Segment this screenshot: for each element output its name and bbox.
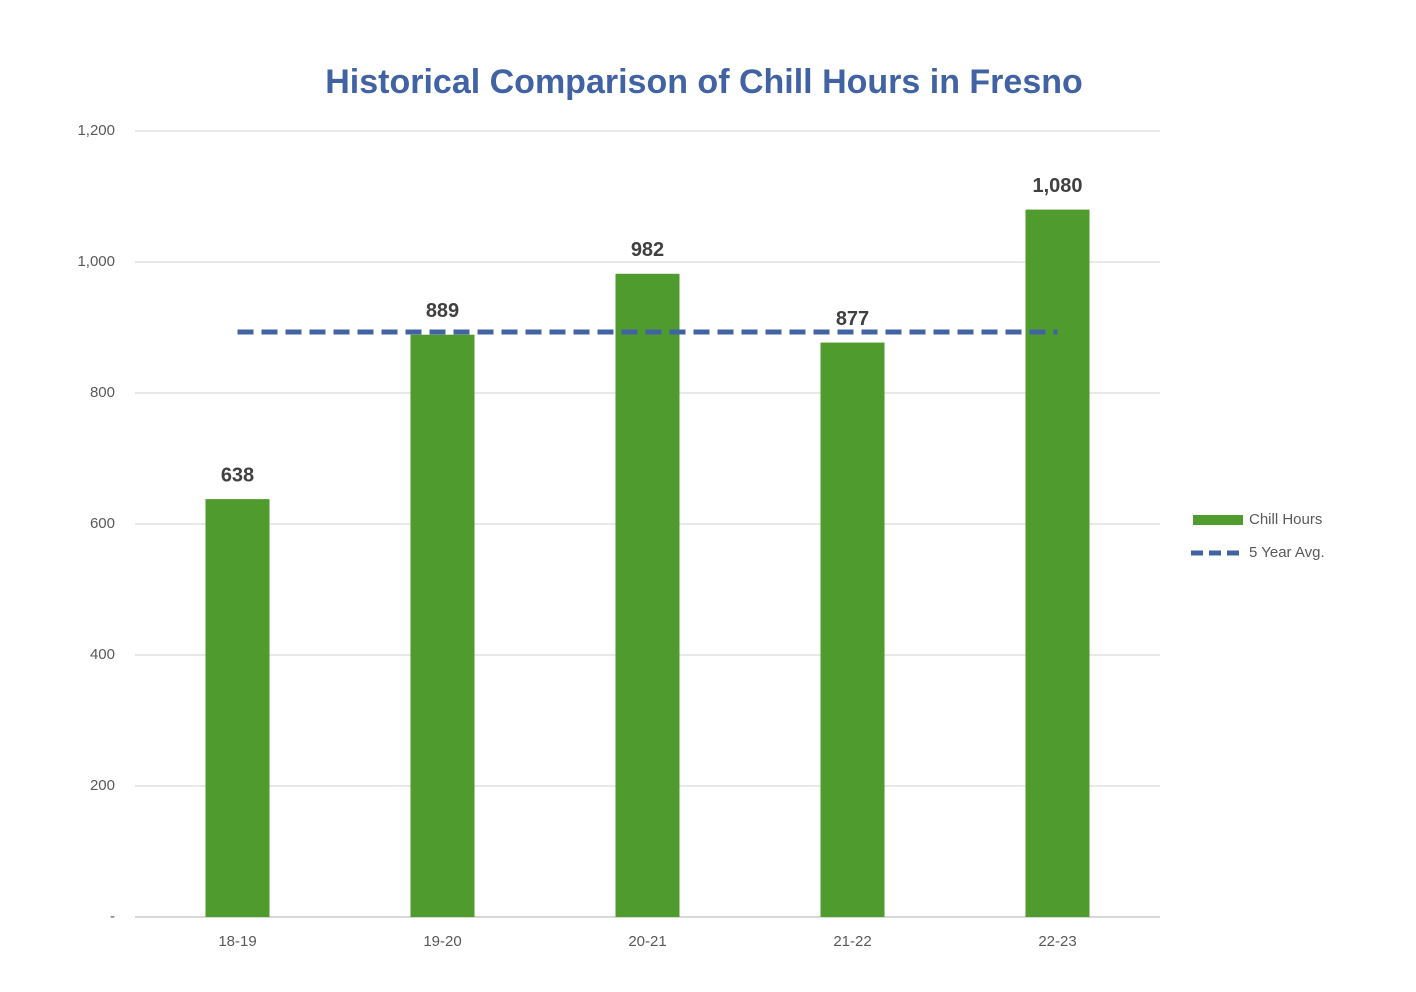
bar bbox=[410, 334, 475, 918]
legend-swatch bbox=[1193, 515, 1243, 525]
y-tick-label: 200 bbox=[90, 777, 115, 794]
y-tick-label: 1,000 bbox=[77, 253, 115, 270]
data-label: 638 bbox=[221, 464, 254, 486]
x-tick-label: 19-20 bbox=[423, 933, 461, 950]
bar bbox=[205, 499, 270, 917]
x-tick-label: 22-23 bbox=[1038, 933, 1076, 950]
data-label: 982 bbox=[631, 239, 664, 261]
bar bbox=[820, 342, 885, 917]
y-tick-label: 1,200 bbox=[77, 122, 115, 139]
data-label: 877 bbox=[836, 308, 869, 330]
bar bbox=[615, 273, 680, 917]
y-tick-label: - bbox=[110, 908, 115, 925]
legend-label: 5 Year Avg. bbox=[1249, 544, 1325, 561]
x-tick-label: 20-21 bbox=[628, 933, 666, 950]
data-label: 889 bbox=[426, 300, 459, 322]
legend-label: Chill Hours bbox=[1249, 511, 1322, 528]
x-tick-label: 21-22 bbox=[833, 933, 871, 950]
bar bbox=[1025, 209, 1090, 918]
y-tick-label: 800 bbox=[90, 384, 115, 401]
chart-title: Historical Comparison of Chill Hours in … bbox=[325, 63, 1083, 101]
data-label: 1,080 bbox=[1032, 175, 1082, 197]
y-tick-label: 600 bbox=[90, 515, 115, 532]
y-tick-label: 400 bbox=[90, 646, 115, 663]
x-tick-label: 18-19 bbox=[218, 933, 256, 950]
